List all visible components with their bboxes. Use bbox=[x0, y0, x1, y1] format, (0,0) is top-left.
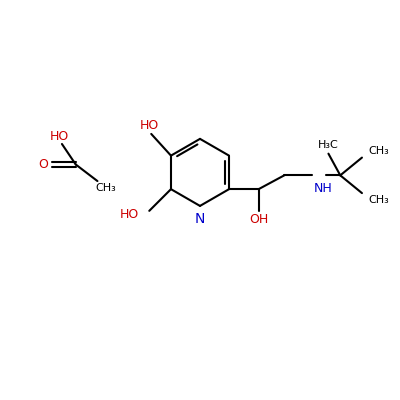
Text: O: O bbox=[38, 158, 48, 171]
Text: CH₃: CH₃ bbox=[369, 146, 390, 156]
Text: HO: HO bbox=[120, 208, 140, 221]
Text: CH₃: CH₃ bbox=[369, 195, 390, 205]
Text: HO: HO bbox=[140, 119, 159, 132]
Text: CH₃: CH₃ bbox=[95, 183, 116, 193]
Text: H₃C: H₃C bbox=[318, 140, 339, 150]
Text: NH: NH bbox=[314, 182, 332, 196]
Text: HO: HO bbox=[50, 130, 69, 142]
Text: N: N bbox=[195, 212, 205, 226]
Text: OH: OH bbox=[249, 213, 268, 226]
